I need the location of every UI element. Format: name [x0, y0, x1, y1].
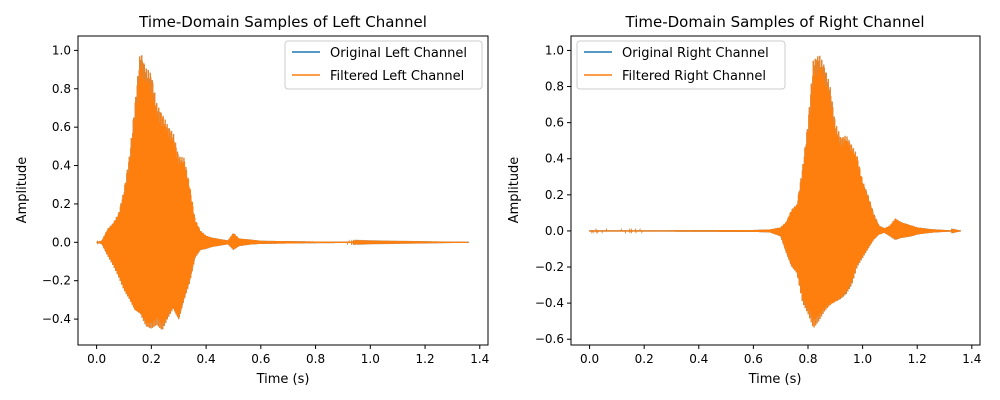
y-tick-label: 0.6	[52, 120, 71, 134]
legend: Original Left Channel Filtered Left Chan…	[284, 40, 483, 90]
series-filtered-line	[588, 55, 961, 328]
x-tick-label: 1.2	[416, 352, 435, 366]
y-tick-label: −0.2	[42, 274, 71, 288]
plot-area: 0.0 0.2 0.4 0.6 0.8 1.0 1.2 1.4 −0.4 −0.2 0.0 0.2 0.…	[42, 35, 489, 366]
y-tick-label: −0.6	[535, 332, 564, 346]
x-tick-label: 1.4	[962, 352, 981, 366]
y-tick-label: 0.0	[52, 235, 71, 249]
left-channel-chart: Time-Domain Samples of Left Channel 0.0 0…	[15, 13, 489, 387]
y-tick-label: 0.2	[545, 188, 564, 202]
chart-title: Time-Domain Samples of Right Channel	[625, 13, 925, 31]
x-tick-label: 1.2	[908, 352, 927, 366]
x-tick-label: 0.8	[306, 352, 325, 366]
x-axis-label: Time (s)	[256, 372, 310, 387]
x-tick-label: 0.2	[635, 352, 654, 366]
y-tick-label: 0.0	[545, 224, 564, 238]
y-tick-label: −0.2	[535, 260, 564, 274]
y-tick-label: 0.4	[545, 152, 564, 166]
y-axis-label: Amplitude	[15, 157, 30, 224]
y-tick-label: 1.0	[545, 43, 564, 57]
legend-frame	[576, 40, 786, 90]
axes-frame	[570, 35, 981, 346]
y-tick-label: 0.8	[545, 80, 564, 94]
x-tick-label: 0.6	[744, 352, 763, 366]
x-axis-label: Time (s)	[748, 372, 802, 387]
y-tick-label: 0.2	[52, 197, 71, 211]
x-tick-label: 0.4	[689, 352, 708, 366]
axes-frame	[77, 35, 489, 346]
legend-label-filtered: Filtered Right Channel	[622, 69, 766, 84]
chart-title: Time-Domain Samples of Left Channel	[138, 13, 427, 31]
x-tick-label: 0.8	[798, 352, 817, 366]
y-tick-label: −0.4	[535, 296, 564, 310]
y-tick-label: 0.8	[52, 82, 71, 96]
legend-label-original: Original Right Channel	[622, 46, 769, 61]
right-channel-chart: Time-Domain Samples of Right Channel 0.0…	[507, 13, 981, 387]
x-tick-label: 0.2	[142, 352, 161, 366]
legend-label-filtered: Filtered Left Channel	[330, 69, 464, 84]
x-tick-label: 1.0	[361, 352, 380, 366]
y-axis-label: Amplitude	[507, 157, 522, 224]
y-tick-label: 0.6	[545, 116, 564, 130]
x-tick-label: 0.0	[87, 352, 106, 366]
y-tick-label: 1.0	[52, 43, 71, 57]
y-tick-label: 0.4	[52, 159, 71, 173]
x-tick-label: 0.6	[251, 352, 270, 366]
plot-area: 0.0 0.2 0.4 0.6 0.8 1.0 1.2 1.4 −0.6 −0.4 −0.2 0.0 0…	[535, 35, 981, 366]
x-tick-label: 0.4	[197, 352, 216, 366]
legend-label-original: Original Left Channel	[330, 46, 467, 61]
series-filtered-line	[96, 55, 469, 330]
legend: Original Right Channel Filtered Right Ch…	[576, 40, 786, 90]
y-tick-label: −0.4	[42, 312, 71, 326]
legend-frame	[284, 40, 483, 90]
x-tick-label: 0.0	[580, 352, 599, 366]
x-tick-label: 1.0	[853, 352, 872, 366]
x-tick-label: 1.4	[470, 352, 489, 366]
